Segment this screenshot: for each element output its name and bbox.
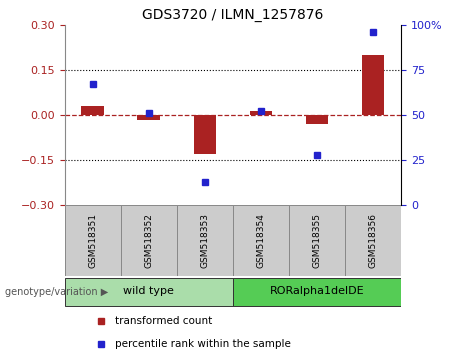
Bar (345, 205, 401, 276)
Title: GDS3720 / ILMN_1257876: GDS3720 / ILMN_1257876 (142, 8, 324, 22)
Text: GSM518355: GSM518355 (313, 213, 321, 268)
Text: RORalpha1delDE: RORalpha1delDE (270, 286, 364, 296)
Bar (65, 205, 121, 276)
Bar (194, 115, 216, 154)
Bar (137, 115, 160, 120)
Bar (362, 55, 384, 115)
Text: GSM518352: GSM518352 (144, 213, 153, 268)
Text: genotype/variation ▶: genotype/variation ▶ (5, 287, 108, 297)
Bar (177, 205, 233, 276)
Bar (121, 205, 177, 276)
Text: GSM518351: GSM518351 (88, 213, 97, 268)
Bar (233, 205, 289, 276)
Bar (233, 278, 401, 306)
Bar (82, 106, 104, 115)
Bar (250, 110, 272, 115)
Bar (65, 278, 233, 306)
Text: percentile rank within the sample: percentile rank within the sample (115, 339, 291, 349)
Text: GSM518354: GSM518354 (256, 213, 266, 268)
Text: transformed count: transformed count (115, 316, 213, 326)
Text: GSM518356: GSM518356 (368, 213, 378, 268)
Text: GSM518353: GSM518353 (200, 213, 209, 268)
Bar (306, 115, 328, 124)
Text: wild type: wild type (123, 286, 174, 296)
Bar (289, 205, 345, 276)
